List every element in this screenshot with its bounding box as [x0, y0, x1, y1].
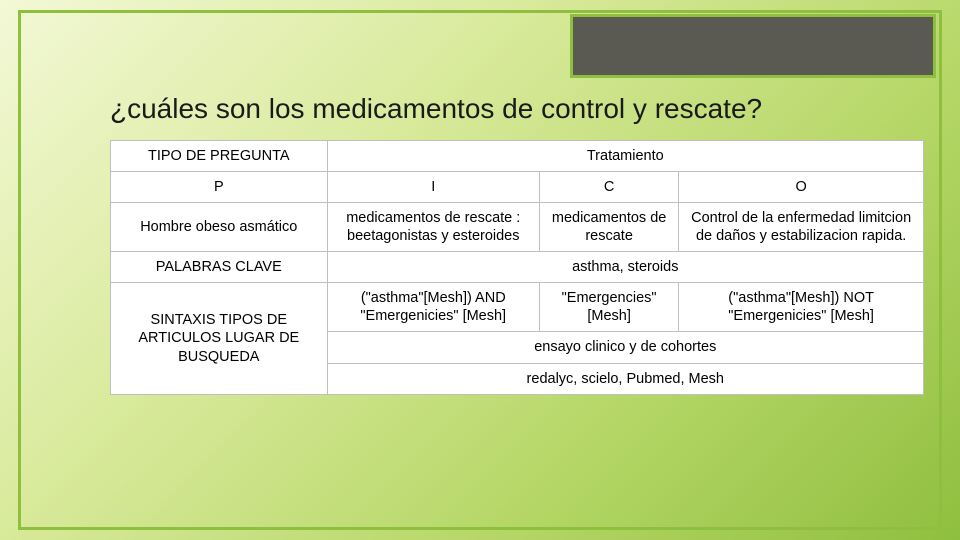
cell-fuentes: redalyc, scielo, Pubmed, Mesh: [327, 363, 923, 394]
cell-p-detail: Hombre obeso asmático: [111, 202, 328, 251]
cell-o-detail: Control de la enfermedad limitcion de da…: [679, 202, 924, 251]
slide-scene: ¿cuáles son los medicamentos de control …: [0, 0, 960, 540]
cell-sintaxis-1: ("asthma"[Mesh]) AND "Emergenicies" [Mes…: [327, 283, 539, 332]
cell-sintaxis-label: SINTAXIS TIPOS DE ARTICULOS LUGAR DE BUS…: [111, 283, 328, 395]
cell-sintaxis-3: ("asthma"[Mesh]) NOT "Emergenicies" [Mes…: [679, 283, 924, 332]
pico-table: TIPO DE PREGUNTA Tratamiento P I C O Hom…: [110, 140, 924, 395]
cell-i: I: [327, 171, 539, 202]
table-row: TIPO DE PREGUNTA Tratamiento: [111, 140, 924, 171]
cell-ensayo: ensayo clinico y de cohortes: [327, 332, 923, 363]
table-row: P I C O: [111, 171, 924, 202]
slide-title: ¿cuáles son los medicamentos de control …: [110, 92, 924, 126]
cell-c: C: [539, 171, 678, 202]
cell-tratamiento: Tratamiento: [327, 140, 923, 171]
table-row: SINTAXIS TIPOS DE ARTICULOS LUGAR DE BUS…: [111, 283, 924, 332]
cell-tipo-pregunta: TIPO DE PREGUNTA: [111, 140, 328, 171]
cell-sintaxis-2: "Emergencies" [Mesh]: [539, 283, 678, 332]
cell-keywords: asthma, steroids: [327, 252, 923, 283]
cell-p: P: [111, 171, 328, 202]
cell-i-detail: medicamentos de rescate : beetagonistas …: [327, 202, 539, 251]
table-row: Hombre obeso asmático medicamentos de re…: [111, 202, 924, 251]
cell-c-detail: medicamentos de rescate: [539, 202, 678, 251]
table-row: PALABRAS CLAVE asthma, steroids: [111, 252, 924, 283]
cell-o: O: [679, 171, 924, 202]
content-area: ¿cuáles son los medicamentos de control …: [110, 92, 924, 395]
cell-palabras-clave: PALABRAS CLAVE: [111, 252, 328, 283]
header-shape: [570, 14, 936, 78]
